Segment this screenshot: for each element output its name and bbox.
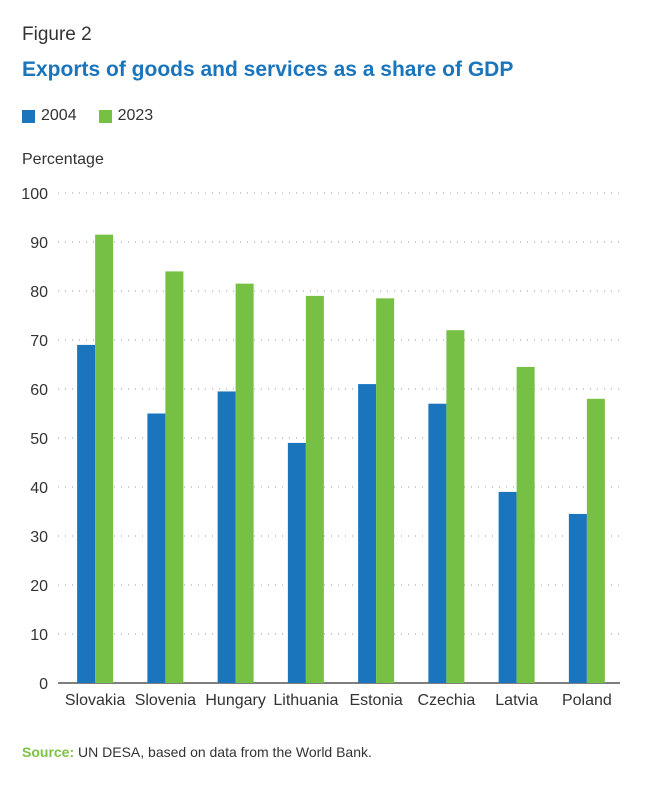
y-tick-label-60: 60 [30,382,48,399]
bar-2023-slovakia [95,234,114,683]
source-note: Source: UN DESA, based on data from the … [22,744,372,760]
bar-2023-lithuania [305,295,324,683]
y-axis-label: Percentage [22,151,104,168]
x-tick-label-slovenia: Slovenia [135,692,196,709]
source-text: UN DESA, based on data from the World Ba… [74,744,372,760]
bar-2004-slovenia [147,413,166,683]
bar-2004-czechia [428,403,447,683]
legend-label-2023: 2023 [117,107,154,124]
bar-2023-latvia [516,366,535,683]
legend: 2004 2023 [22,107,175,125]
bar-2023-hungary [235,283,254,683]
bar-2004-latvia [498,491,517,683]
legend-item-2004: 2004 [22,107,77,125]
x-tick-label-lithuania: Lithuania [273,692,338,709]
chart-title: Exports of goods and services as a share… [22,58,514,81]
y-tick-label-100: 100 [21,186,48,203]
y-tick-label-70: 70 [30,333,48,350]
figure-label: Figure 2 [22,24,92,45]
y-tick-label-20: 20 [30,578,48,595]
x-tick-label-czechia: Czechia [417,692,475,709]
bar-2004-estonia [358,384,377,683]
y-tick-label-10: 10 [30,627,48,644]
legend-label-2004: 2004 [41,107,77,124]
x-tick-label-poland: Poland [562,692,612,709]
bar-2023-estonia [376,298,395,683]
x-tick-label-latvia: Latvia [495,692,538,709]
source-label: Source: [22,744,75,760]
legend-swatch-2023 [98,109,112,123]
x-tick-label-estonia: Estonia [349,692,402,709]
legend-swatch-2004 [22,109,35,123]
y-tick-label-50: 50 [30,431,48,448]
y-tick-label-90: 90 [30,235,48,252]
bar-2004-slovakia [77,344,96,683]
legend-item-2023: 2023 [98,107,154,125]
y-tick-label-80: 80 [30,284,48,301]
y-tick-label-30: 30 [30,529,48,546]
bar-2004-hungary [217,391,236,683]
bar-2023-poland [586,398,605,683]
y-tick-label-0: 0 [39,676,48,693]
x-tick-label-hungary: Hungary [205,692,265,709]
bar-2004-poland [568,513,587,683]
bar-2023-czechia [446,330,465,683]
x-tick-label-slovakia: Slovakia [65,692,126,709]
bar-2004-lithuania [287,442,306,683]
y-tick-label-40: 40 [30,480,48,497]
bar-2023-slovenia [165,271,184,683]
